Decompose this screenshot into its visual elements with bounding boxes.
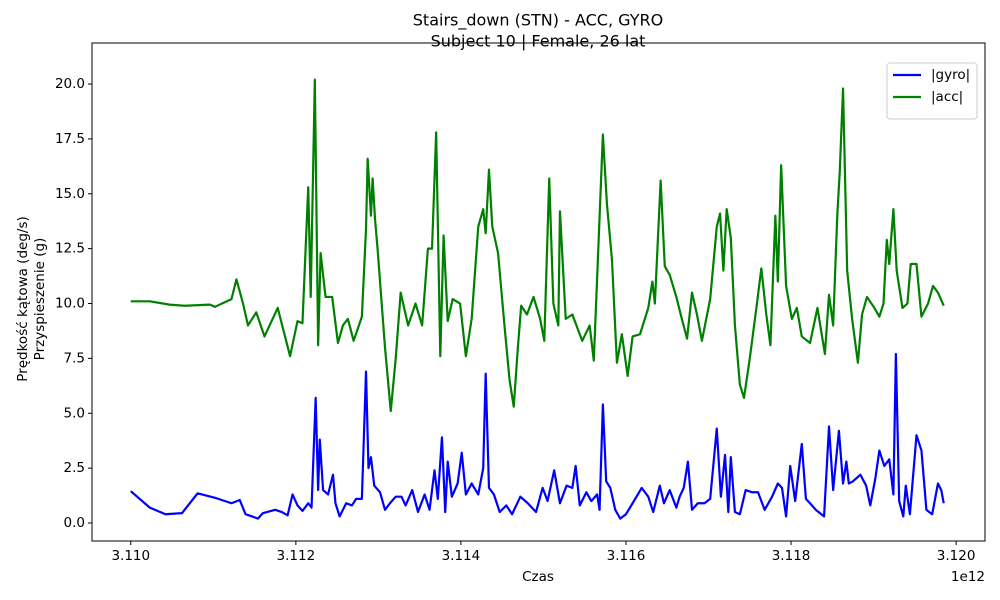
x-offset-label: 1e12 bbox=[951, 569, 985, 585]
y-tick-label: 17.5 bbox=[55, 131, 85, 147]
legend-box bbox=[886, 62, 978, 120]
y-tick-label: 15.0 bbox=[55, 186, 85, 202]
data-line bbox=[130, 78, 945, 413]
y-tick-label: 0.0 bbox=[64, 515, 85, 531]
x-tick-label: 3.112 bbox=[277, 548, 316, 564]
x-tick-label: 3.114 bbox=[442, 548, 481, 564]
x-tick-label: 3.110 bbox=[111, 548, 150, 564]
x-tick-label: 3.116 bbox=[607, 548, 646, 564]
chart-title: Stairs_down (STN) - ACC, GYRO bbox=[413, 11, 663, 31]
y-tick-label: 5.0 bbox=[64, 405, 85, 421]
x-axis-label: Czas bbox=[522, 569, 554, 585]
x-tick-label: 3.120 bbox=[937, 548, 976, 564]
chart-subtitle: Subject 10 | Female, 26 lat bbox=[431, 32, 646, 51]
x-tick-label: 3.118 bbox=[772, 548, 811, 564]
y-tick-label: 12.5 bbox=[55, 241, 85, 257]
y-tick-label: 10.0 bbox=[55, 296, 85, 312]
data-line bbox=[130, 352, 945, 520]
plot-frame bbox=[91, 42, 986, 542]
y-tick-label: 20.0 bbox=[55, 76, 85, 92]
y-axis-label: Przyspieszenie (g) bbox=[32, 238, 48, 361]
y-axis-label: Prędkość kątowa (deg/s) bbox=[15, 216, 31, 381]
legend-label: |gyro| bbox=[931, 67, 970, 83]
y-tick-label: 2.5 bbox=[64, 460, 85, 476]
y-tick-label: 7.5 bbox=[64, 350, 85, 366]
legend-label: |acc| bbox=[931, 89, 963, 105]
